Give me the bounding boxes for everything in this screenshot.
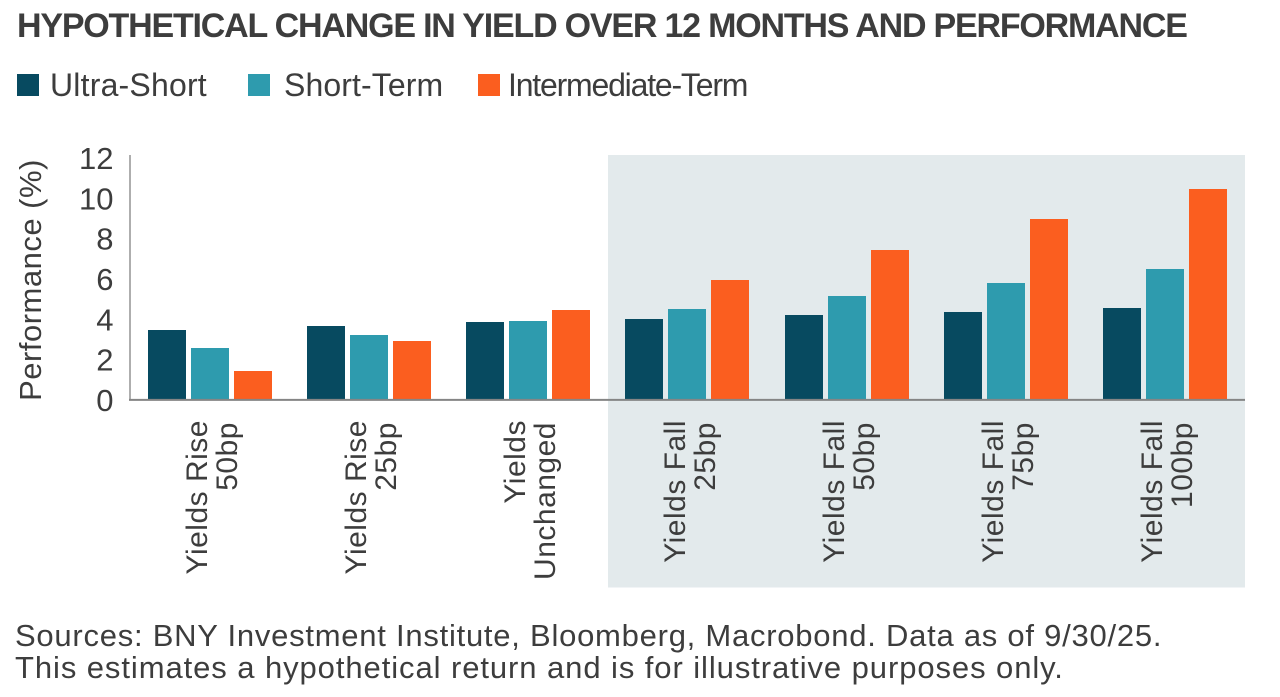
svg-text:Yields Fall: Yields Fall xyxy=(1136,420,1169,563)
svg-text:Yields Rise: Yields Rise xyxy=(181,420,214,574)
svg-text:Yields Fall: Yields Fall xyxy=(818,420,851,563)
svg-text:2: 2 xyxy=(96,343,113,378)
svg-text:Performance (%): Performance (%) xyxy=(13,159,48,401)
svg-text:Yields: Yields xyxy=(499,420,532,504)
svg-text:Yields Rise: Yields Rise xyxy=(340,420,373,574)
svg-text:Yields Fall: Yields Fall xyxy=(977,420,1010,563)
svg-text:25bp: 25bp xyxy=(689,422,722,491)
svg-text:Unchanged: Unchanged xyxy=(529,422,562,580)
svg-text:8: 8 xyxy=(96,222,113,257)
svg-text:10: 10 xyxy=(79,181,113,216)
svg-text:12: 12 xyxy=(79,141,113,176)
svg-text:100bp: 100bp xyxy=(1166,422,1199,508)
svg-text:Yields Fall: Yields Fall xyxy=(659,420,692,563)
svg-text:25bp: 25bp xyxy=(370,422,403,491)
svg-text:4: 4 xyxy=(96,302,113,337)
svg-text:75bp: 75bp xyxy=(1007,422,1040,491)
svg-text:0: 0 xyxy=(96,383,113,418)
svg-text:50bp: 50bp xyxy=(211,422,244,491)
svg-text:6: 6 xyxy=(96,262,113,297)
svg-text:50bp: 50bp xyxy=(848,422,881,491)
